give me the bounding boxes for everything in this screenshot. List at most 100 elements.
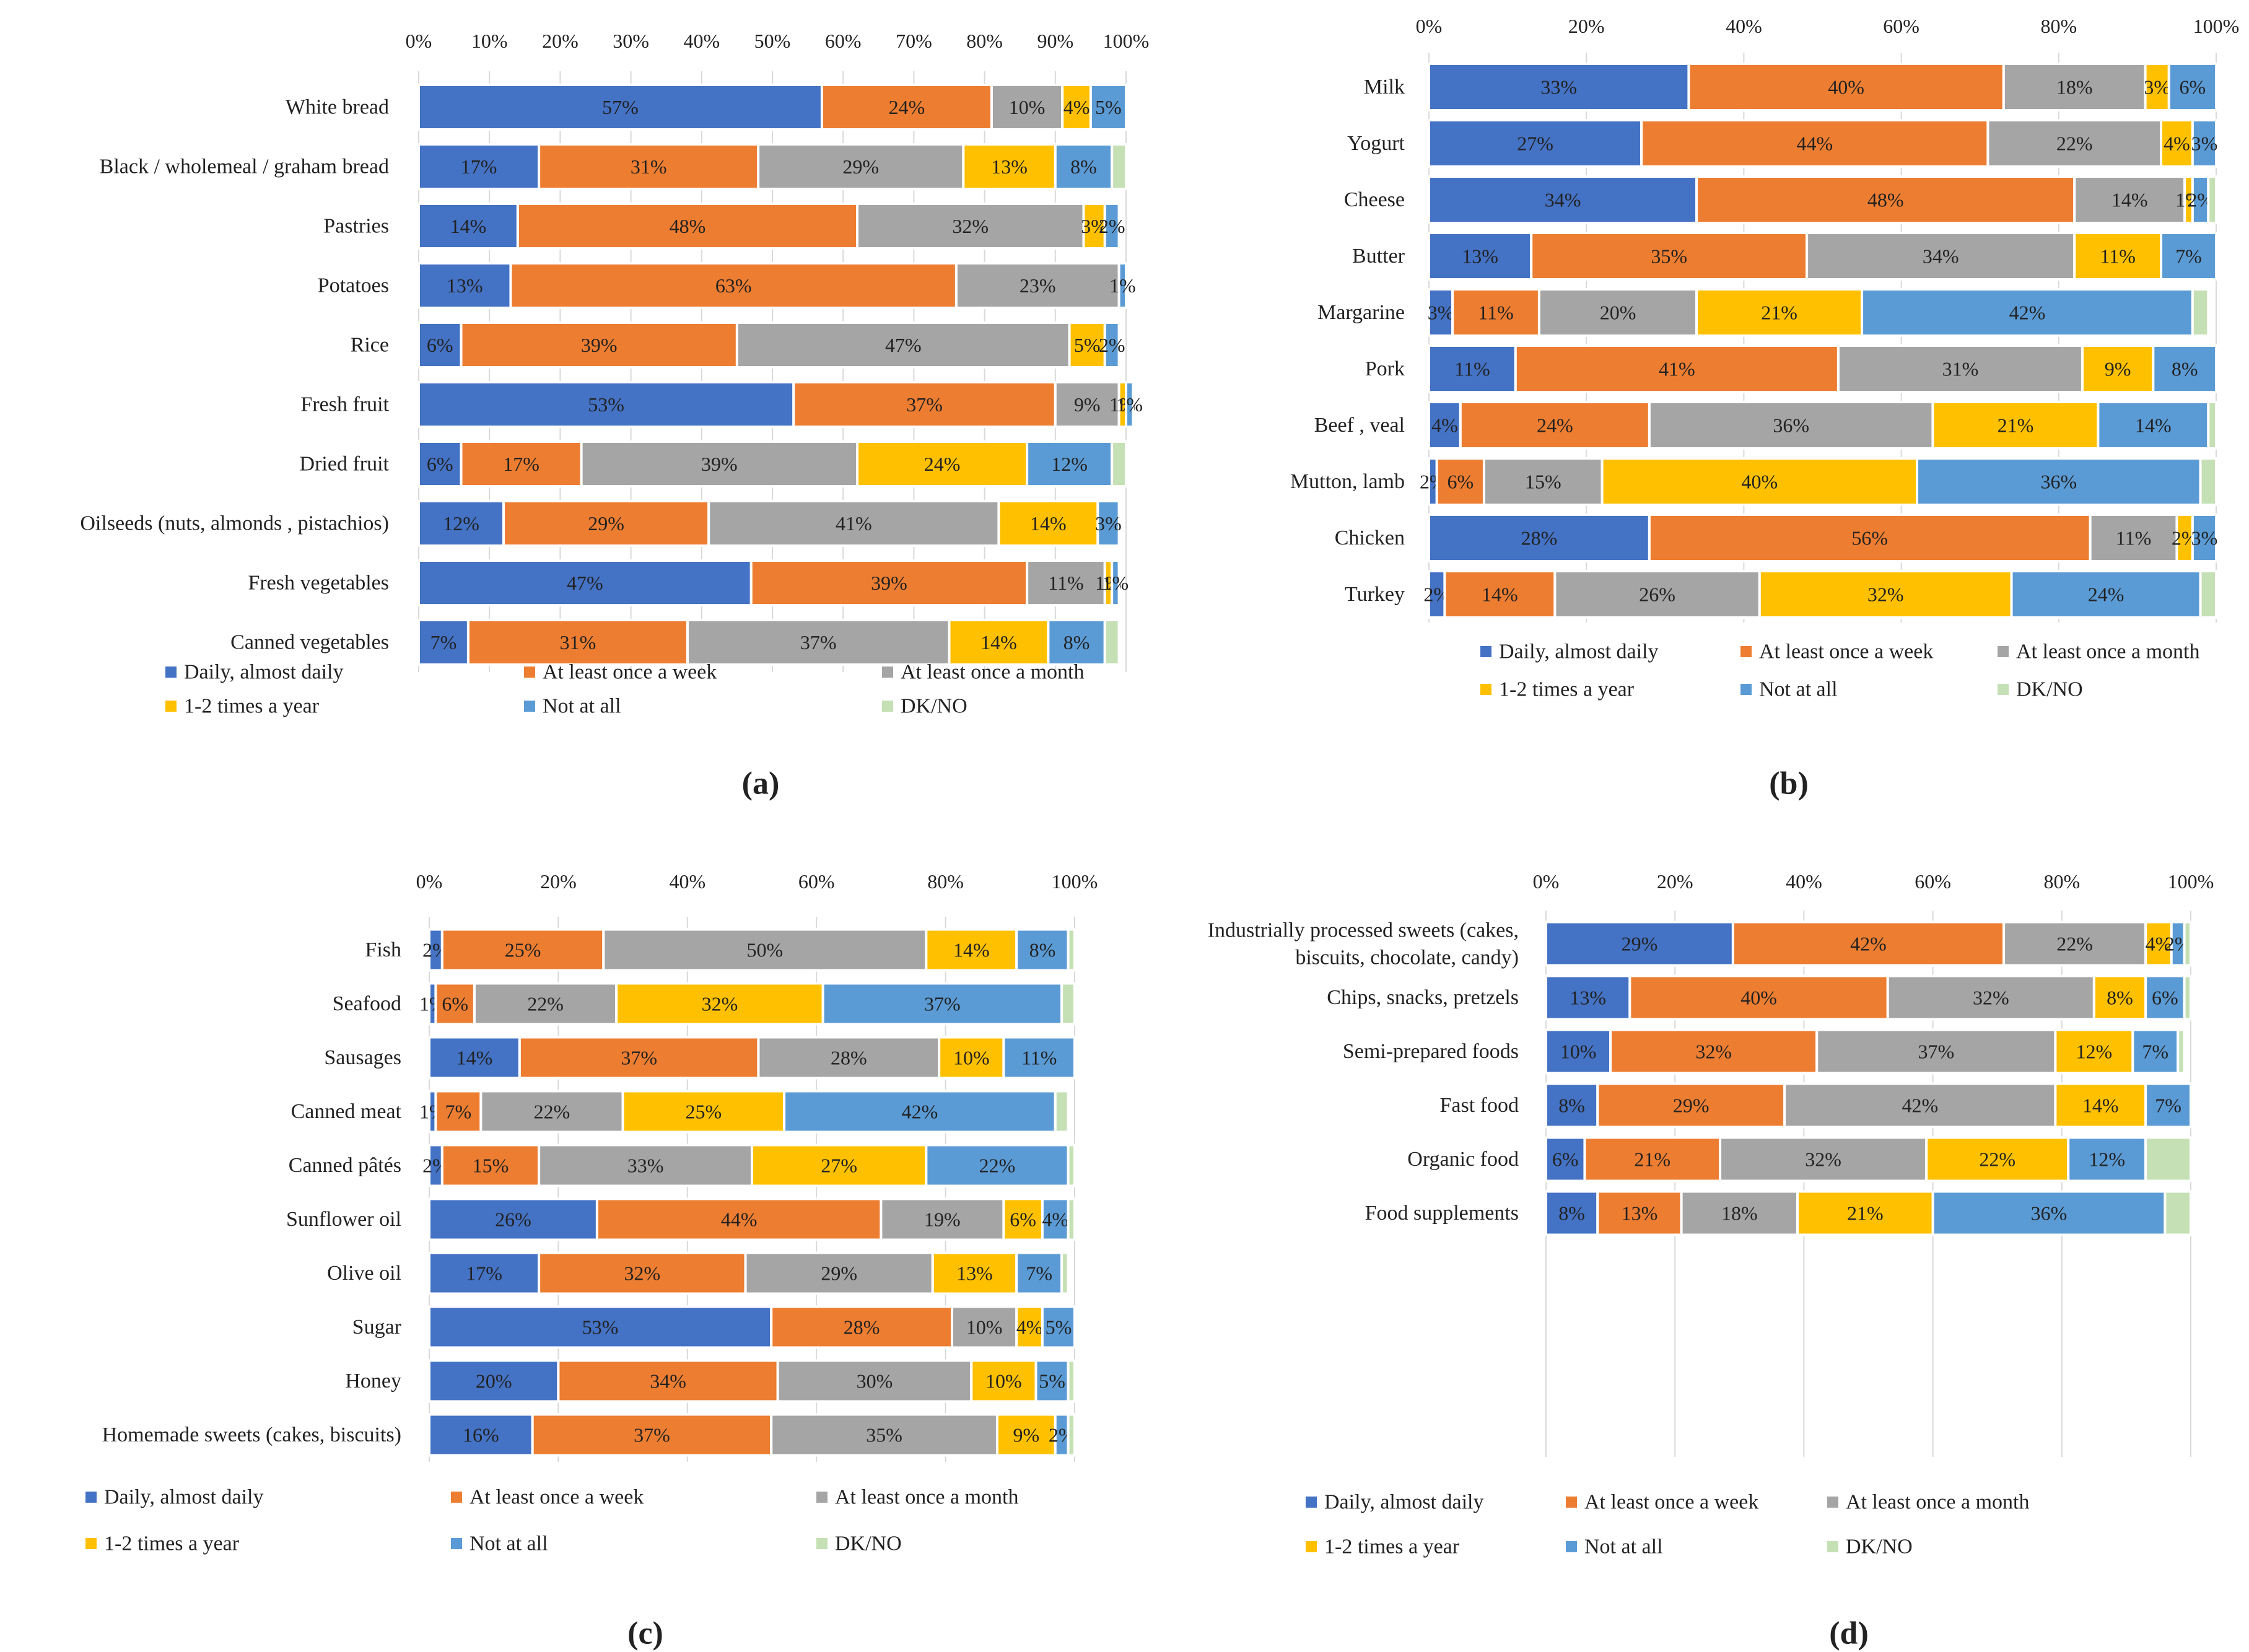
bar-segment bbox=[925, 928, 1018, 972]
data-label: 8% bbox=[2107, 987, 2133, 1009]
legend-swatch bbox=[1740, 684, 1752, 695]
bar-segment bbox=[531, 1413, 773, 1457]
legend-swatch bbox=[1740, 646, 1752, 657]
x-tick-label: 80% bbox=[2043, 870, 2080, 893]
data-label: 7% bbox=[2155, 1095, 2181, 1117]
bar-segment bbox=[1443, 570, 1557, 619]
category-label: Semi-prepared foods bbox=[1343, 1040, 1519, 1063]
data-label: 32% bbox=[952, 215, 989, 237]
data-label: 5% bbox=[1095, 96, 1122, 118]
bar-segment bbox=[1125, 381, 1135, 428]
legend-swatch bbox=[1306, 1541, 1317, 1552]
panel-label: (c) bbox=[627, 1616, 663, 1651]
data-label: 12% bbox=[1051, 453, 1088, 475]
data-label: 4% bbox=[1063, 96, 1090, 118]
data-label: 21% bbox=[1761, 302, 1797, 324]
bar-segment bbox=[2054, 1028, 2134, 1075]
data-label: 40% bbox=[1740, 987, 1777, 1009]
bar-segment bbox=[2199, 570, 2218, 619]
data-label: 32% bbox=[1805, 1148, 1841, 1171]
data-label: 12% bbox=[2089, 1148, 2125, 1171]
bar-segment bbox=[1931, 1190, 2167, 1236]
legend-label: Not at all bbox=[543, 695, 621, 718]
data-label: 6% bbox=[427, 453, 453, 475]
data-label: 14% bbox=[2082, 1095, 2119, 1117]
bar-segment bbox=[2010, 570, 2202, 619]
bar-segment bbox=[1103, 321, 1120, 369]
bar-segment bbox=[2177, 1028, 2186, 1075]
bar-segment bbox=[997, 500, 1099, 547]
data-label: 14% bbox=[1482, 583, 1518, 606]
legend-label: At least once a week bbox=[1759, 640, 1933, 663]
bar-segment bbox=[2199, 457, 2218, 506]
x-tick-label: 80% bbox=[2040, 15, 2077, 37]
bar-segment bbox=[995, 1413, 1057, 1457]
data-label: 47% bbox=[567, 572, 603, 594]
bar-segment bbox=[1067, 928, 1076, 972]
bar-segment bbox=[1545, 1136, 1586, 1182]
x-tick-label: 0% bbox=[1533, 870, 1560, 893]
bar-segment bbox=[479, 1090, 624, 1134]
bar-segment bbox=[1428, 570, 1446, 619]
bar-segment bbox=[417, 381, 795, 428]
data-label: 34% bbox=[650, 1370, 686, 1392]
data-label: 4% bbox=[2164, 133, 2190, 155]
category-label: Butter bbox=[1352, 245, 1405, 268]
data-label: 32% bbox=[1973, 987, 2009, 1009]
data-label: 35% bbox=[1651, 245, 1687, 268]
bar-segment bbox=[1648, 401, 1934, 450]
data-label: 22% bbox=[1979, 1148, 2015, 1171]
data-label: 48% bbox=[670, 215, 706, 237]
legend-swatch bbox=[85, 1538, 97, 1549]
legend-label: At least once a week bbox=[543, 661, 717, 684]
data-label: 32% bbox=[624, 1262, 661, 1285]
bar-segment bbox=[440, 928, 605, 972]
data-label: 4% bbox=[1042, 1208, 1068, 1231]
data-label: 7% bbox=[430, 631, 457, 653]
legend-label: 1-2 times a year bbox=[184, 695, 320, 718]
data-label: 4% bbox=[1431, 414, 1458, 437]
bar-segment bbox=[2207, 175, 2218, 224]
bar-segment bbox=[509, 262, 958, 309]
data-label: 3% bbox=[1428, 302, 1454, 324]
data-label: 11% bbox=[2100, 245, 2135, 268]
bar-segment bbox=[1015, 1305, 1044, 1349]
x-tick-label: 40% bbox=[1726, 15, 1762, 37]
x-tick-label: 40% bbox=[683, 30, 720, 52]
bar-segment bbox=[1601, 457, 1919, 506]
data-label: 14% bbox=[1030, 512, 1067, 535]
data-label: 24% bbox=[2088, 583, 2125, 606]
bar-segment bbox=[2092, 974, 2147, 1021]
category-label: Fish bbox=[365, 938, 401, 961]
bar-segment bbox=[948, 619, 1050, 666]
bar-segment bbox=[1537, 288, 1698, 337]
bar-segment bbox=[1096, 500, 1120, 547]
bar-segment bbox=[2002, 920, 2147, 967]
data-label: 10% bbox=[953, 1047, 990, 1069]
data-label: 22% bbox=[979, 1155, 1016, 1177]
category-label-line: biscuits, chocolate, candy) bbox=[1295, 946, 1519, 969]
x-tick-label: 40% bbox=[669, 870, 705, 893]
data-label: 39% bbox=[581, 334, 618, 356]
data-label: 11% bbox=[1478, 302, 1513, 324]
data-label: 14% bbox=[980, 631, 1017, 653]
legend-label: At least once a month bbox=[2016, 640, 2199, 663]
legend-label: Daily, almost daily bbox=[1324, 1491, 1483, 1514]
data-label: 50% bbox=[747, 939, 784, 961]
data-label: 18% bbox=[2056, 76, 2093, 98]
data-label: 47% bbox=[885, 334, 922, 356]
x-tick-label: 50% bbox=[754, 30, 791, 52]
bar-segment bbox=[2164, 1190, 2193, 1236]
category-label: Pork bbox=[1365, 357, 1405, 380]
data-label: 6% bbox=[2180, 76, 2206, 98]
bar-segment bbox=[1041, 1305, 1076, 1349]
category-label: Beef , veal bbox=[1314, 414, 1405, 437]
bar-segment bbox=[1545, 920, 1734, 967]
legend-swatch bbox=[1480, 646, 1491, 657]
bar-segment bbox=[1117, 262, 1127, 309]
bar-segment bbox=[2144, 974, 2186, 1021]
data-label: 41% bbox=[1659, 358, 1695, 380]
data-label: 29% bbox=[1673, 1095, 1710, 1117]
bar-segment bbox=[1111, 559, 1120, 606]
